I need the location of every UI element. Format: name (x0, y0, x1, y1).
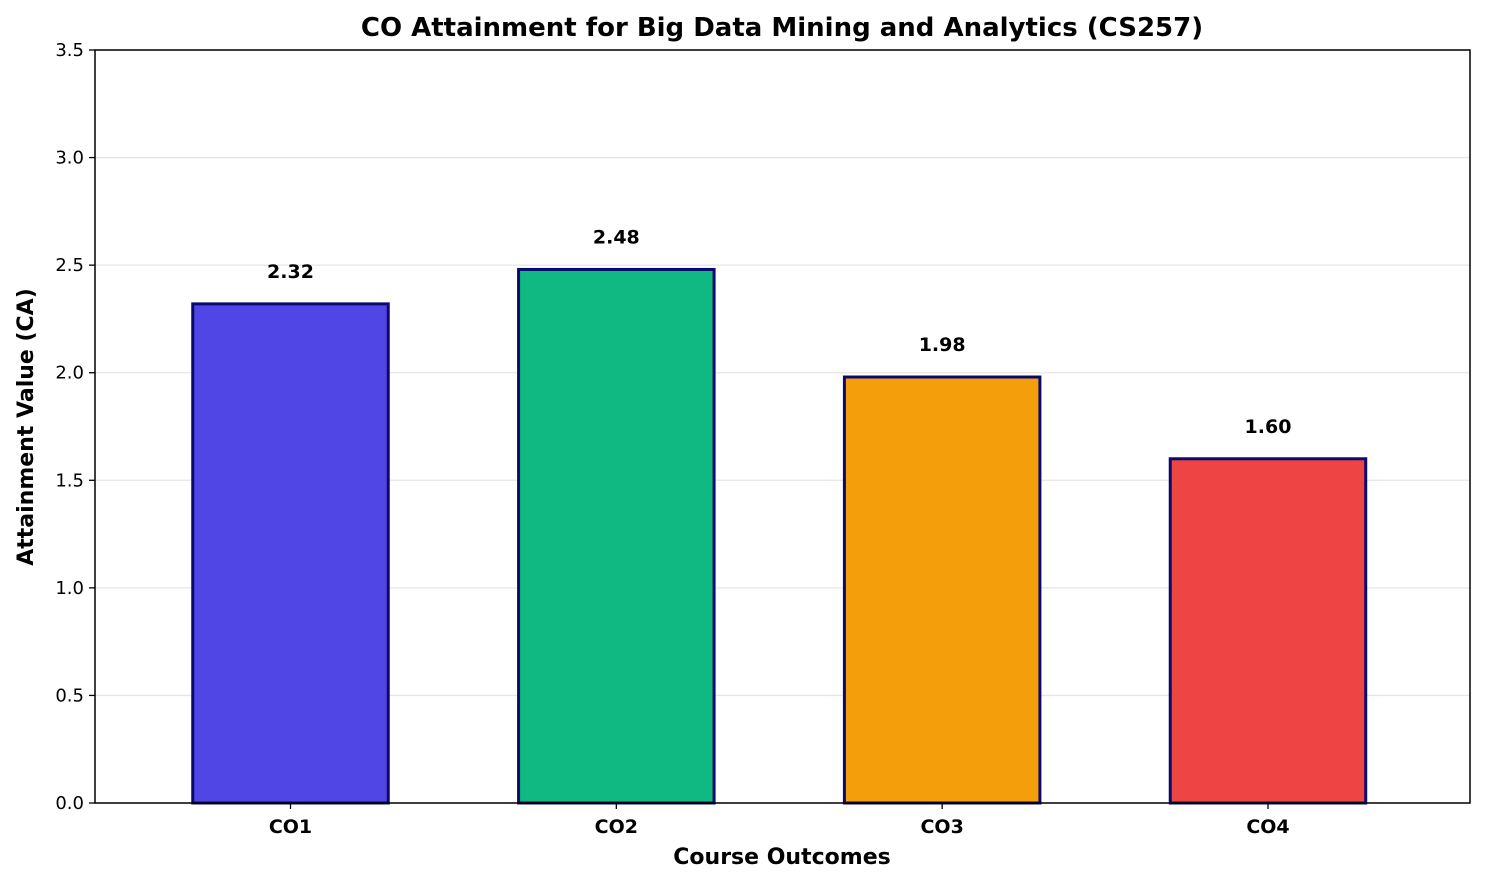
bar-co4 (1168, 457, 1368, 805)
chart-title: CO Attainment for Big Data Mining and An… (361, 13, 1203, 43)
data-label-co4: 1.60 (1245, 416, 1292, 438)
y-tick-label: 3.0 (55, 148, 84, 169)
y-tick-label: 0.0 (55, 793, 84, 814)
y-tick-label: 1.5 (55, 470, 84, 491)
data-labels: 2.32 2.48 1.98 1.60 (267, 226, 1291, 437)
bar-co1 (191, 302, 390, 805)
x-axis-label: Course Outcomes (673, 845, 890, 870)
y-tick-label: 1.0 (55, 578, 84, 599)
x-tick-label-co1: CO1 (269, 816, 312, 838)
y-axis-ticks: 0.0 0.5 1.0 1.5 2.0 2.5 3.0 3.5 (55, 40, 95, 814)
data-label-co2: 2.48 (593, 226, 640, 248)
x-tick-label-co3: CO3 (920, 816, 963, 838)
x-axis-ticks: CO1 CO2 CO3 CO4 (269, 803, 1290, 838)
y-tick-label: 0.5 (55, 685, 84, 706)
bars (191, 267, 1368, 805)
data-label-co1: 2.32 (267, 261, 314, 283)
x-tick-label-co4: CO4 (1246, 816, 1289, 838)
y-tick-label: 3.5 (55, 40, 84, 61)
y-tick-label: 2.5 (55, 255, 84, 276)
data-label-co3: 1.98 (919, 334, 966, 356)
plot-frame (94, 49, 1471, 804)
bar-co2 (517, 267, 716, 805)
x-tick-label-co2: CO2 (595, 816, 638, 838)
y-tick-label: 2.0 (55, 363, 84, 384)
y-axis-label: Attainment Value (CA) (14, 288, 39, 566)
bar-co3 (842, 375, 1042, 805)
